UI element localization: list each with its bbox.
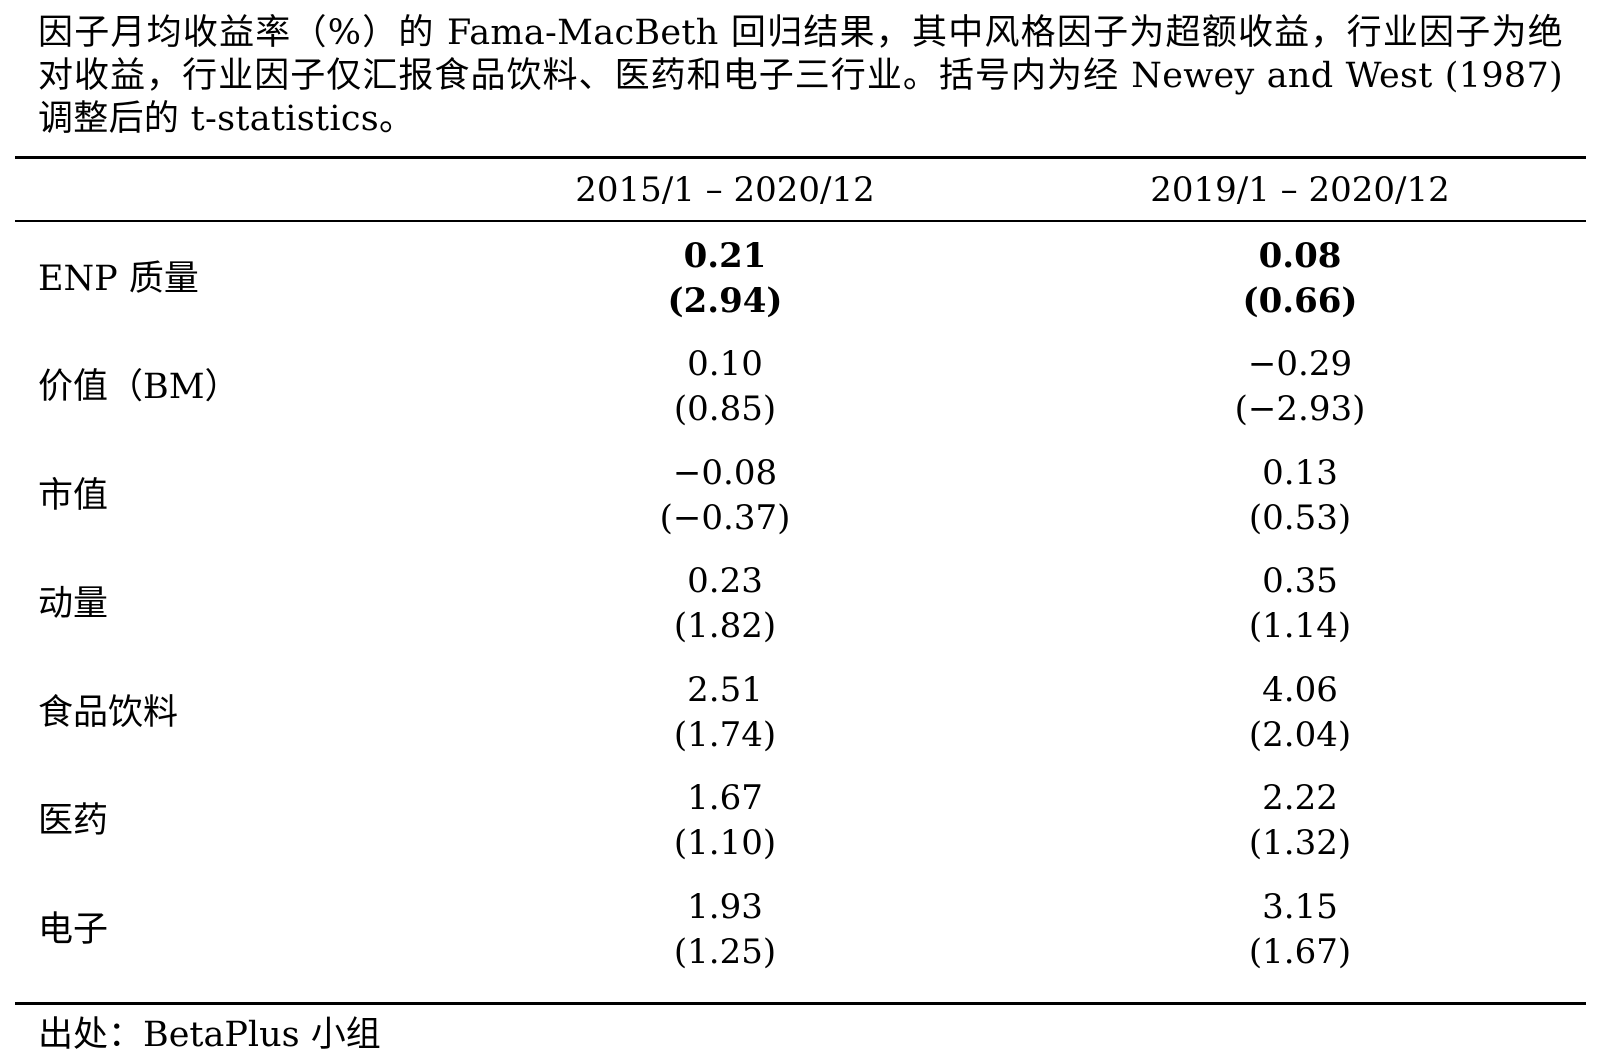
- table-cell: −0.08 (−0.37): [515, 451, 935, 541]
- table-cell: 0.10 (0.85): [515, 342, 935, 432]
- row-label: 电子: [38, 910, 109, 950]
- caption-text: 因子月均收益率（%）的 Fama-MacBeth 回归结果，其中风格因子为超额收…: [38, 13, 1563, 139]
- table-cell: 0.13 (0.53): [1090, 451, 1510, 541]
- t-statistic: (0.53): [1248, 498, 1352, 538]
- t-statistic: (0.66): [1242, 281, 1358, 321]
- t-statistic: (1.67): [1248, 932, 1352, 972]
- table-caption: 因子月均收益率（%）的 Fama-MacBeth 回归结果，其中风格因子为超额收…: [38, 12, 1563, 141]
- t-statistic: (1.82): [673, 606, 777, 646]
- table-top-rule: [15, 156, 1586, 159]
- t-statistic: (−2.93): [1234, 389, 1366, 429]
- t-statistic: (2.04): [1248, 715, 1352, 755]
- coefficient-value: 2.22: [1262, 778, 1338, 818]
- row-label: 市值: [38, 476, 109, 516]
- table-row-food-beverage: 食品饮料 2.51 (1.74) 4.06 (2.04): [0, 668, 1602, 780]
- t-statistic: (1.14): [1248, 606, 1352, 646]
- t-statistic: (1.74): [673, 715, 777, 755]
- coefficient-value: 0.21: [683, 236, 767, 276]
- coefficient-value: 2.51: [687, 670, 763, 710]
- table-cell: −0.29 (−2.93): [1090, 342, 1510, 432]
- table-cell: 0.35 (1.14): [1090, 559, 1510, 649]
- table-cell: 1.93 (1.25): [515, 885, 935, 975]
- table-row-market-cap: 市值 −0.08 (−0.37) 0.13 (0.53): [0, 451, 1602, 563]
- table-cell: 2.22 (1.32): [1090, 776, 1510, 866]
- table-cell: 1.67 (1.10): [515, 776, 935, 866]
- table-bottom-rule: [15, 1002, 1586, 1005]
- table-cell: 4.06 (2.04): [1090, 668, 1510, 758]
- t-statistic: (−0.37): [659, 498, 791, 538]
- table-row-electronics: 电子 1.93 (1.25) 3.15 (1.67): [0, 885, 1602, 997]
- row-label: ENP 质量: [38, 259, 199, 299]
- table-row-enp-quality: ENP 质量 0.21 (2.94) 0.08 (0.66): [0, 234, 1602, 346]
- row-label: 医药: [38, 801, 109, 841]
- table-row-value-bm: 价值（BM） 0.10 (0.85) −0.29 (−2.93): [0, 342, 1602, 454]
- column-header-period-1: 2015/1 – 2020/12: [575, 170, 875, 210]
- t-statistic: (1.32): [1248, 823, 1352, 863]
- t-statistic: (0.85): [673, 389, 777, 429]
- row-label: 动量: [38, 584, 109, 624]
- t-statistic: (2.94): [667, 281, 783, 321]
- coefficient-value: 1.93: [687, 887, 763, 927]
- coefficient-value: 0.35: [1262, 561, 1338, 601]
- table-row-momentum: 动量 0.23 (1.82) 0.35 (1.14): [0, 559, 1602, 671]
- table-row-pharma: 医药 1.67 (1.10) 2.22 (1.32): [0, 776, 1602, 888]
- t-statistic: (1.10): [673, 823, 777, 863]
- coefficient-value: −0.29: [1247, 344, 1353, 384]
- coefficient-value: 0.08: [1258, 236, 1342, 276]
- table-cell: 0.23 (1.82): [515, 559, 935, 649]
- table-cell: 2.51 (1.74): [515, 668, 935, 758]
- column-header-period-2: 2019/1 – 2020/12: [1150, 170, 1450, 210]
- coefficient-value: 1.67: [687, 778, 763, 818]
- coefficient-value: −0.08: [672, 453, 778, 493]
- row-label: 价值（BM）: [38, 367, 240, 407]
- coefficient-value: 0.23: [687, 561, 763, 601]
- table-cell: 0.08 (0.66): [1090, 234, 1510, 324]
- table-header-rule: [15, 220, 1586, 222]
- coefficient-value: 0.10: [687, 344, 763, 384]
- table-cell: 0.21 (2.94): [515, 234, 935, 324]
- coefficient-value: 0.13: [1262, 453, 1338, 493]
- source-note: 出处：BetaPlus 小组: [38, 1015, 381, 1055]
- table-cell: 3.15 (1.67): [1090, 885, 1510, 975]
- coefficient-value: 3.15: [1262, 887, 1338, 927]
- row-label: 食品饮料: [38, 693, 179, 733]
- t-statistic: (1.25): [673, 932, 777, 972]
- coefficient-value: 4.06: [1262, 670, 1338, 710]
